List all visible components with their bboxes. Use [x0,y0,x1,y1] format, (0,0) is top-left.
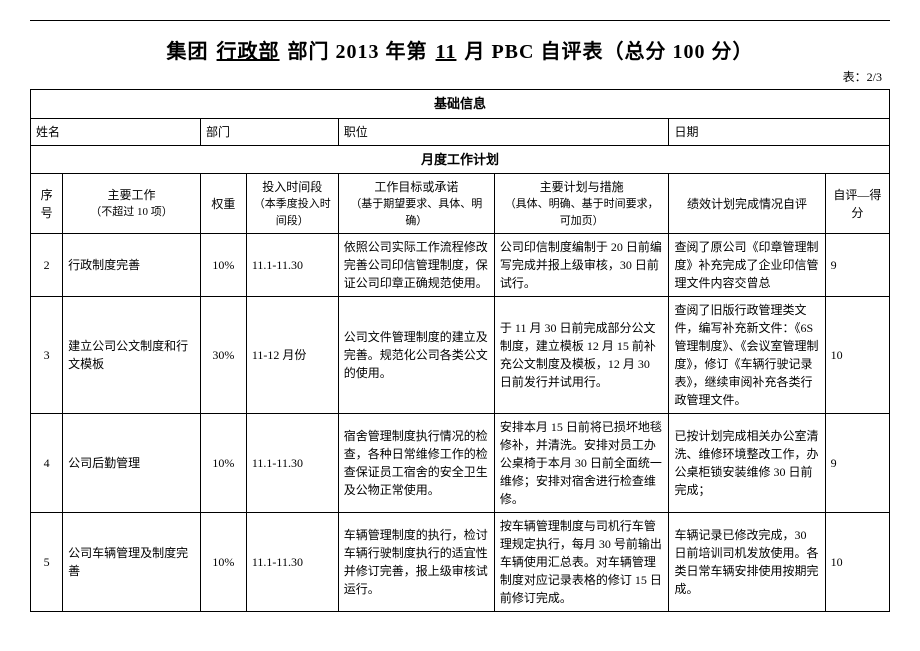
meta-label: 表：2/3 [30,68,882,85]
basic-dept-label: 部门 [206,125,230,139]
plan-header-row: 序号 主要工作 （不超过 10 项） 权重 投入时间段 （本季度投入时间段） 工… [31,174,890,234]
basic-pos-label: 职位 [344,125,368,139]
page: 集团 行政部 部门 2013 年第 11 月 PBC 自评表（总分 100 分）… [30,20,890,612]
cell-eval: 查阅了旧版行政管理类文件，编写补充新文件：《6S 管理制度》、《会议室管理制度》… [669,297,825,414]
cell-task: 建立公司公文制度和行文模板 [63,297,201,414]
hdr-seq: 序号 [31,174,63,234]
basic-date-label: 日期 [674,125,698,139]
cell-eval: 车辆记录已修改完成，30 日前培训司机发放使用。各类日常车辆安排使用按期完成。 [669,513,825,612]
cell-task: 公司后勤管理 [63,414,201,513]
cell-plan: 于 11 月 30 日前完成部分公文制度，建立模板 12 月 15 前补充公文制… [494,297,669,414]
cell-score: 10 [825,297,889,414]
cell-seq: 3 [31,297,63,414]
title-u1: 行政部 [215,41,282,63]
cell-weight: 10% [200,513,246,612]
cell-weight: 10% [200,234,246,297]
hdr-weight: 权重 [200,174,246,234]
cell-plan: 安排本月 15 日前将已损坏地毯修补，并清洗。安排对员工办公桌椅于本月 30 日… [494,414,669,513]
cell-task: 公司车辆管理及制度完善 [63,513,201,612]
cell-time: 11.1-11.30 [246,513,338,612]
hdr-task-note: （不超过 10 项） [68,204,195,221]
basic-info-row: 姓名 部门 职位 日期 [31,118,890,145]
hdr-plan-label: 主要计划与措施 [500,178,664,196]
cell-goal: 依照公司实际工作流程修改完善公司印信管理制度，保证公司印章正确规范使用。 [338,234,494,297]
section-plan-row: 月度工作计划 [31,145,890,174]
cell-goal: 公司文件管理制度的建立及完善。规范化公司各类公文的使用。 [338,297,494,414]
hdr-time-note: （本季度投入时间段） [252,196,333,229]
hdr-score: 自评—得分 [825,174,889,234]
table-row: 3 建立公司公文制度和行文模板 30% 11-12 月份 公司文件管理制度的建立… [31,297,890,414]
cell-score: 9 [825,414,889,513]
cell-weight: 30% [200,297,246,414]
section-plan: 月度工作计划 [31,145,890,174]
cell-score: 10 [825,513,889,612]
cell-seq: 4 [31,414,63,513]
title-p2: 部门 2013 年第 [288,41,428,63]
hdr-goal-note: （基于期望要求、具体、明确） [344,196,489,229]
cell-eval: 已按计划完成相关办公室清洗、维修环境整改工作，办公桌柜锁安装维修 30 日前完成… [669,414,825,513]
table-row: 5 公司车辆管理及制度完善 10% 11.1-11.30 车辆管理制度的执行，检… [31,513,890,612]
hdr-time: 投入时间段 （本季度投入时间段） [246,174,338,234]
hdr-task: 主要工作 （不超过 10 项） [63,174,201,234]
main-table: 基础信息 姓名 部门 职位 日期 月度工作计划 序号 主要工作 （不超过 10 … [30,89,890,612]
title-u2: 11 [434,41,459,63]
page-title: 集团 行政部 部门 2013 年第 11 月 PBC 自评表（总分 100 分） [30,35,890,64]
title-p1: 集团 [167,41,209,63]
basic-dept: 部门 [200,118,338,145]
hdr-time-label: 投入时间段 [252,178,333,196]
section-basic-row: 基础信息 [31,90,890,119]
cell-time: 11.1-11.30 [246,234,338,297]
basic-name: 姓名 [31,118,201,145]
cell-weight: 10% [200,414,246,513]
cell-goal: 车辆管理制度的执行，检讨车辆行驶制度执行的适宜性并修订完善，报上级审核试运行。 [338,513,494,612]
hdr-eval: 绩效计划完成情况自评 [669,174,825,234]
section-basic: 基础信息 [31,90,890,119]
title-p3: 月 PBC 自评表（总分 100 分） [464,41,753,63]
cell-score: 9 [825,234,889,297]
basic-date: 日期 [669,118,890,145]
hdr-plan: 主要计划与措施 （具体、明确、基于时间要求，可加页） [494,174,669,234]
cell-time: 11-12 月份 [246,297,338,414]
hdr-goal-label: 工作目标或承诺 [344,178,489,196]
cell-seq: 2 [31,234,63,297]
cell-eval: 查阅了原公司《印章管理制度》补充完成了企业印信管理文件内容交曾总 [669,234,825,297]
table-row: 2 行政制度完善 10% 11.1-11.30 依照公司实际工作流程修改完善公司… [31,234,890,297]
hdr-task-label: 主要工作 [68,186,195,204]
cell-time: 11.1-11.30 [246,414,338,513]
hdr-plan-note: （具体、明确、基于时间要求，可加页） [500,196,664,229]
cell-plan: 公司印信制度编制于 20 日前编写完成并报上级审核，30 日前试行。 [494,234,669,297]
cell-plan: 按车辆管理制度与司机行车管理规定执行，每月 30 号前输出车辆使用汇总表。对车辆… [494,513,669,612]
cell-task: 行政制度完善 [63,234,201,297]
hdr-goal: 工作目标或承诺 （基于期望要求、具体、明确） [338,174,494,234]
cell-seq: 5 [31,513,63,612]
basic-name-label: 姓名 [36,125,60,139]
table-row: 4 公司后勤管理 10% 11.1-11.30 宿舍管理制度执行情况的检查，各种… [31,414,890,513]
basic-pos: 职位 [338,118,669,145]
cell-goal: 宿舍管理制度执行情况的检查，各种日常维修工作的检查保证员工宿舍的安全卫生及公物正… [338,414,494,513]
